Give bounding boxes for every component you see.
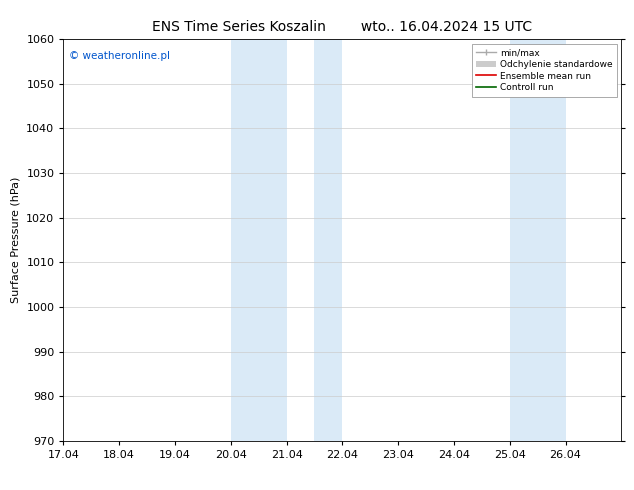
Bar xyxy=(314,39,342,441)
Title: ENS Time Series Koszalin        wto.. 16.04.2024 15 UTC: ENS Time Series Koszalin wto.. 16.04.202… xyxy=(152,20,533,34)
Bar xyxy=(510,39,538,441)
Y-axis label: Surface Pressure (hPa): Surface Pressure (hPa) xyxy=(11,177,21,303)
Bar xyxy=(231,39,287,441)
Bar xyxy=(538,39,566,441)
Text: © weatheronline.pl: © weatheronline.pl xyxy=(69,51,170,61)
Legend: min/max, Odchylenie standardowe, Ensemble mean run, Controll run: min/max, Odchylenie standardowe, Ensembl… xyxy=(472,44,617,97)
